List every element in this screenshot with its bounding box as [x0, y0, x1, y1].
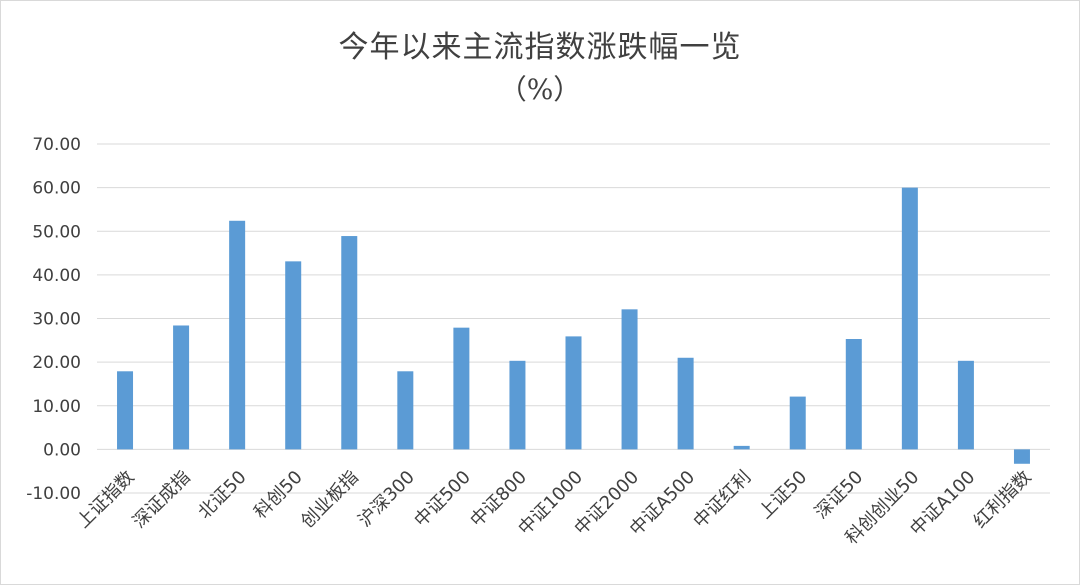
x-category-label: 中证红利 [689, 467, 755, 533]
bar [173, 325, 190, 450]
bar [621, 309, 638, 450]
x-category-label: 中证500 [410, 467, 475, 532]
y-tick-label: 0.00 [43, 440, 81, 460]
x-category-label: 科创50 [250, 467, 307, 524]
x-category-label: 沪深300 [354, 467, 419, 532]
y-tick-label: 50.00 [32, 222, 81, 242]
bar [789, 396, 806, 450]
x-category-label: 上证指数 [73, 467, 139, 533]
bar [565, 336, 582, 450]
x-category-label: 创业板指 [297, 467, 363, 533]
bar [1013, 449, 1030, 464]
x-category-label: 深证50 [811, 467, 868, 524]
bar [397, 371, 414, 450]
bar [901, 187, 918, 450]
x-category-label: 深证成指 [129, 467, 195, 533]
y-tick-label: 70.00 [32, 135, 81, 155]
bar [229, 220, 246, 450]
bar [453, 327, 470, 450]
y-tick-label: 20.00 [32, 353, 81, 373]
bar [341, 236, 358, 450]
bars [117, 187, 1030, 464]
bar [117, 371, 134, 450]
x-category-label: 北证50 [194, 467, 251, 524]
bar [509, 360, 526, 450]
bar [677, 357, 694, 450]
bar [845, 339, 862, 450]
chart-subtitle: （%） [498, 73, 582, 106]
bar [285, 261, 302, 450]
bar [957, 360, 974, 450]
y-tick-label: 40.00 [32, 266, 81, 286]
y-axis-ticks: -10.00 0.00 10.00 20.00 30.00 40.00 50.00 60.00… [26, 135, 81, 504]
x-category-label: 上证50 [755, 467, 812, 524]
y-tick-label: 60.00 [32, 179, 81, 199]
x-category-label: 红利指数 [970, 467, 1036, 533]
y-tick-label: 10.00 [32, 397, 81, 417]
y-tick-label: 30.00 [32, 310, 81, 330]
y-tick-label: -10.00 [26, 484, 81, 504]
chart-title: 今年以来主流指数涨跌幅一览 [338, 30, 742, 65]
bar [733, 445, 750, 450]
